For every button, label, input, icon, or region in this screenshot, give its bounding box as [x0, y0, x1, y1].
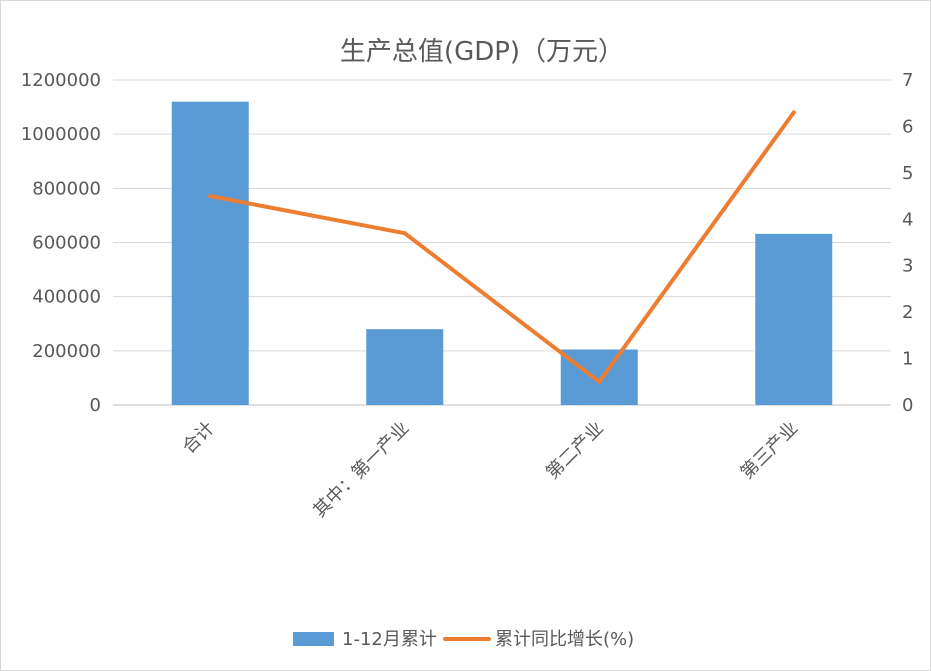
- line-path: [208, 110, 796, 384]
- right-axis-tick-label: 6: [902, 116, 913, 137]
- legend-label-bar: 1-12月累计: [342, 629, 437, 650]
- bar: [755, 233, 833, 405]
- chart-title: 生产总值(GDP)（万元）: [340, 37, 624, 67]
- left-axis-tick-label: 400000: [32, 287, 101, 308]
- right-axis-tick-label: 2: [902, 302, 913, 323]
- left-axis-tick-label: 200000: [32, 341, 101, 362]
- left-axis-tick-label: 1200000: [21, 70, 101, 91]
- line-series: [208, 110, 796, 384]
- right-axis-tick-label: 0: [902, 395, 913, 416]
- category-label: 第三产业: [737, 418, 803, 484]
- line-point: [597, 379, 602, 384]
- legend-swatch-bar: [293, 632, 334, 646]
- bar: [171, 101, 249, 406]
- legend-label-line: 累计同比增长(%): [495, 629, 634, 650]
- right-axis: 0 1 2 3 4 5 6 7: [902, 70, 913, 416]
- line-point: [791, 110, 796, 115]
- line-point: [208, 194, 213, 199]
- right-axis-tick-label: 5: [902, 163, 913, 184]
- category-axis: 合计 其中：第一产业 第二产业 第三产业: [178, 418, 802, 522]
- right-axis-tick-label: 1: [902, 349, 913, 370]
- category-label: 第二产业: [542, 418, 608, 484]
- legend: 1-12月累计 累计同比增长(%): [293, 629, 634, 650]
- left-axis-tick-label: 600000: [32, 233, 101, 254]
- category-label: 其中：第一产业: [309, 418, 413, 522]
- left-axis-tick-label: 800000: [32, 178, 101, 199]
- right-axis-tick-label: 7: [902, 70, 913, 91]
- bar-series: [171, 101, 833, 406]
- right-axis-tick-label: 3: [902, 256, 913, 277]
- bar: [560, 349, 638, 405]
- line-point: [402, 231, 407, 236]
- left-axis-tick-label: 0: [90, 395, 101, 416]
- left-axis: 0 200000 400000 600000 800000 1000000 1200000: [21, 70, 101, 416]
- left-axis-tick-label: 1000000: [21, 124, 101, 145]
- category-label: 合计: [178, 418, 218, 458]
- bar: [366, 329, 444, 405]
- right-axis-tick-label: 4: [902, 209, 913, 230]
